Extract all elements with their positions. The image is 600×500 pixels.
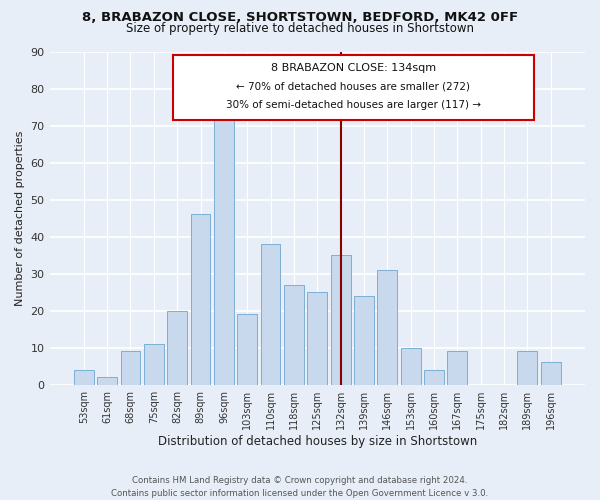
Y-axis label: Number of detached properties: Number of detached properties <box>15 130 25 306</box>
Bar <box>144 344 164 385</box>
Text: Size of property relative to detached houses in Shortstown: Size of property relative to detached ho… <box>126 22 474 35</box>
FancyBboxPatch shape <box>173 55 535 120</box>
Text: 8, BRABAZON CLOSE, SHORTSTOWN, BEDFORD, MK42 0FF: 8, BRABAZON CLOSE, SHORTSTOWN, BEDFORD, … <box>82 11 518 24</box>
Bar <box>541 362 560 384</box>
Bar <box>214 114 234 384</box>
Bar <box>424 370 444 384</box>
Bar <box>448 352 467 384</box>
Bar <box>121 352 140 384</box>
Text: 30% of semi-detached houses are larger (117) →: 30% of semi-detached houses are larger (… <box>226 100 481 110</box>
Bar <box>331 255 350 384</box>
Bar <box>307 292 327 384</box>
Bar <box>260 244 280 384</box>
Bar <box>401 348 421 385</box>
Bar <box>167 310 187 384</box>
Bar <box>354 296 374 384</box>
Bar <box>284 284 304 384</box>
Bar <box>517 352 538 384</box>
X-axis label: Distribution of detached houses by size in Shortstown: Distribution of detached houses by size … <box>158 434 477 448</box>
Bar <box>238 314 257 384</box>
Text: ← 70% of detached houses are smaller (272): ← 70% of detached houses are smaller (27… <box>236 81 470 91</box>
Bar <box>191 214 211 384</box>
Bar <box>97 378 117 384</box>
Text: 8 BRABAZON CLOSE: 134sqm: 8 BRABAZON CLOSE: 134sqm <box>271 64 436 74</box>
Text: Contains HM Land Registry data © Crown copyright and database right 2024.
Contai: Contains HM Land Registry data © Crown c… <box>112 476 488 498</box>
Bar <box>74 370 94 384</box>
Bar <box>377 270 397 384</box>
